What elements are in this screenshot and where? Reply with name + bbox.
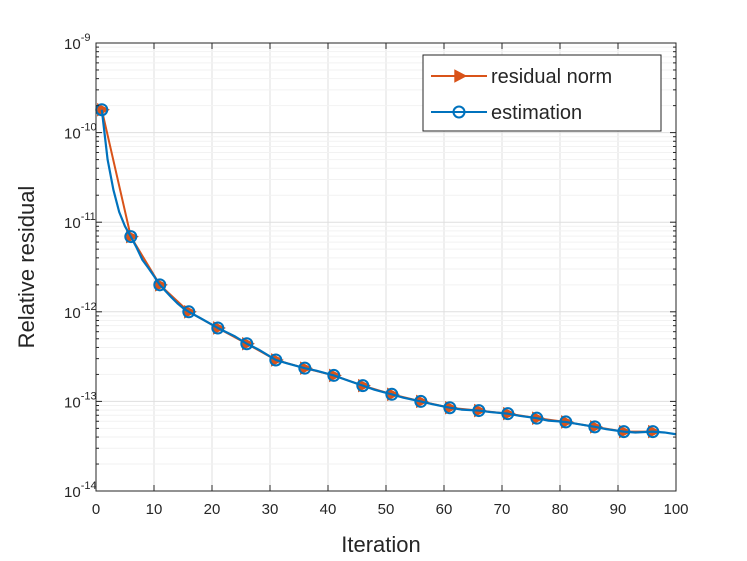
legend-marker-estimation xyxy=(452,105,466,119)
y-tick-label: 10-9 xyxy=(64,32,90,53)
x-tick-label: 20 xyxy=(204,501,221,518)
legend-circle-icon xyxy=(452,105,466,119)
point-estimation xyxy=(385,387,399,401)
x-tick-label: 40 xyxy=(320,501,337,518)
x-tick-label: 50 xyxy=(378,501,395,518)
x-tick-label: 80 xyxy=(552,501,569,518)
ticks xyxy=(95,42,677,492)
series-line-estimation xyxy=(100,109,677,436)
point-estimation xyxy=(240,337,254,351)
point-estimation xyxy=(414,394,428,408)
point-estimation xyxy=(588,420,602,434)
point-estimation xyxy=(298,361,312,375)
point-estimation xyxy=(269,353,283,367)
point-estimation xyxy=(501,407,515,421)
legend-box xyxy=(422,54,662,132)
tick-labels: 0 10 20 30 40 50 60 70 80 90 100 10-14 10-13 10-12 10-… xyxy=(64,32,689,518)
series-estimation xyxy=(95,103,677,439)
y-tick-label: 10-13 xyxy=(64,390,97,411)
x-tick-label: 70 xyxy=(494,501,511,518)
series-layer xyxy=(95,102,677,439)
x-tick-label: 60 xyxy=(436,501,453,518)
point-estimation xyxy=(530,411,544,425)
point-estimation xyxy=(182,305,196,319)
point-estimation xyxy=(646,425,660,439)
legend-label-residual-norm: residual norm xyxy=(491,66,612,88)
y-tick-label: 10-12 xyxy=(64,301,97,322)
x-tick-label: 100 xyxy=(663,501,688,518)
y-tick-label: 10-10 xyxy=(64,122,97,143)
y-tick-label: 10-11 xyxy=(64,211,96,232)
y-axis-label: Relative residual xyxy=(14,186,39,349)
x-tick-label: 10 xyxy=(146,501,163,518)
legend-triangle-icon xyxy=(454,69,468,83)
legend-marker-residual-norm xyxy=(454,69,468,83)
y-tick-label: 10-14 xyxy=(64,480,97,501)
point-estimation xyxy=(617,425,631,439)
point-estimation xyxy=(559,415,573,429)
point-estimation xyxy=(124,230,138,244)
legend-label-estimation: estimation xyxy=(491,102,582,124)
point-estimation xyxy=(472,404,486,418)
point-estimation xyxy=(211,321,225,335)
point-estimation xyxy=(356,379,370,393)
x-tick-label: 90 xyxy=(610,501,627,518)
x-axis-label: Iteration xyxy=(341,532,421,557)
legend: residual norm estimation xyxy=(422,54,662,132)
point-estimation xyxy=(443,401,457,415)
x-tick-label: 0 xyxy=(92,501,100,518)
x-tick-label: 30 xyxy=(262,501,279,518)
point-estimation xyxy=(153,278,167,292)
point-estimation xyxy=(327,368,341,382)
